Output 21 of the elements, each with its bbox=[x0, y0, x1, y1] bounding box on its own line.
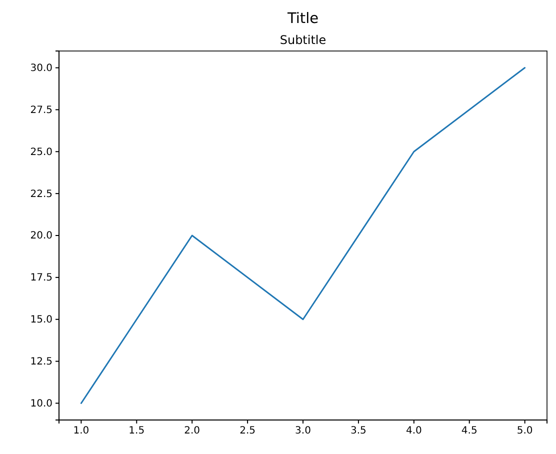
x-tick-label: 2.5 bbox=[240, 426, 256, 437]
y-tick-label: 10.0 bbox=[30, 398, 52, 410]
y-tick-label: 20.0 bbox=[30, 230, 52, 242]
y-tick-label: 25.0 bbox=[30, 146, 52, 158]
y-tick-label: 15.0 bbox=[30, 314, 52, 326]
line-series bbox=[80, 67, 526, 404]
y-tick-label: 17.5 bbox=[30, 272, 52, 284]
y-tick-label: 30.0 bbox=[30, 62, 52, 74]
x-tick-label: 3.0 bbox=[295, 426, 311, 437]
y-tick-label: 12.5 bbox=[30, 356, 52, 368]
x-tick-label: 1.0 bbox=[73, 426, 90, 437]
chart-title: Title bbox=[286, 11, 319, 27]
x-tick-label: 4.5 bbox=[461, 426, 478, 437]
chart-subtitle: Subtitle bbox=[280, 33, 326, 47]
y-tick-label: 22.5 bbox=[30, 188, 52, 200]
x-tick-label: 5.0 bbox=[516, 426, 533, 437]
y-tick-label: 27.5 bbox=[30, 104, 52, 116]
x-tick-label: 1.5 bbox=[128, 426, 145, 437]
x-tick-label: 2.0 bbox=[184, 426, 200, 437]
x-tick-label: 4.0 bbox=[406, 426, 422, 437]
x-tick-label: 3.5 bbox=[350, 426, 366, 437]
